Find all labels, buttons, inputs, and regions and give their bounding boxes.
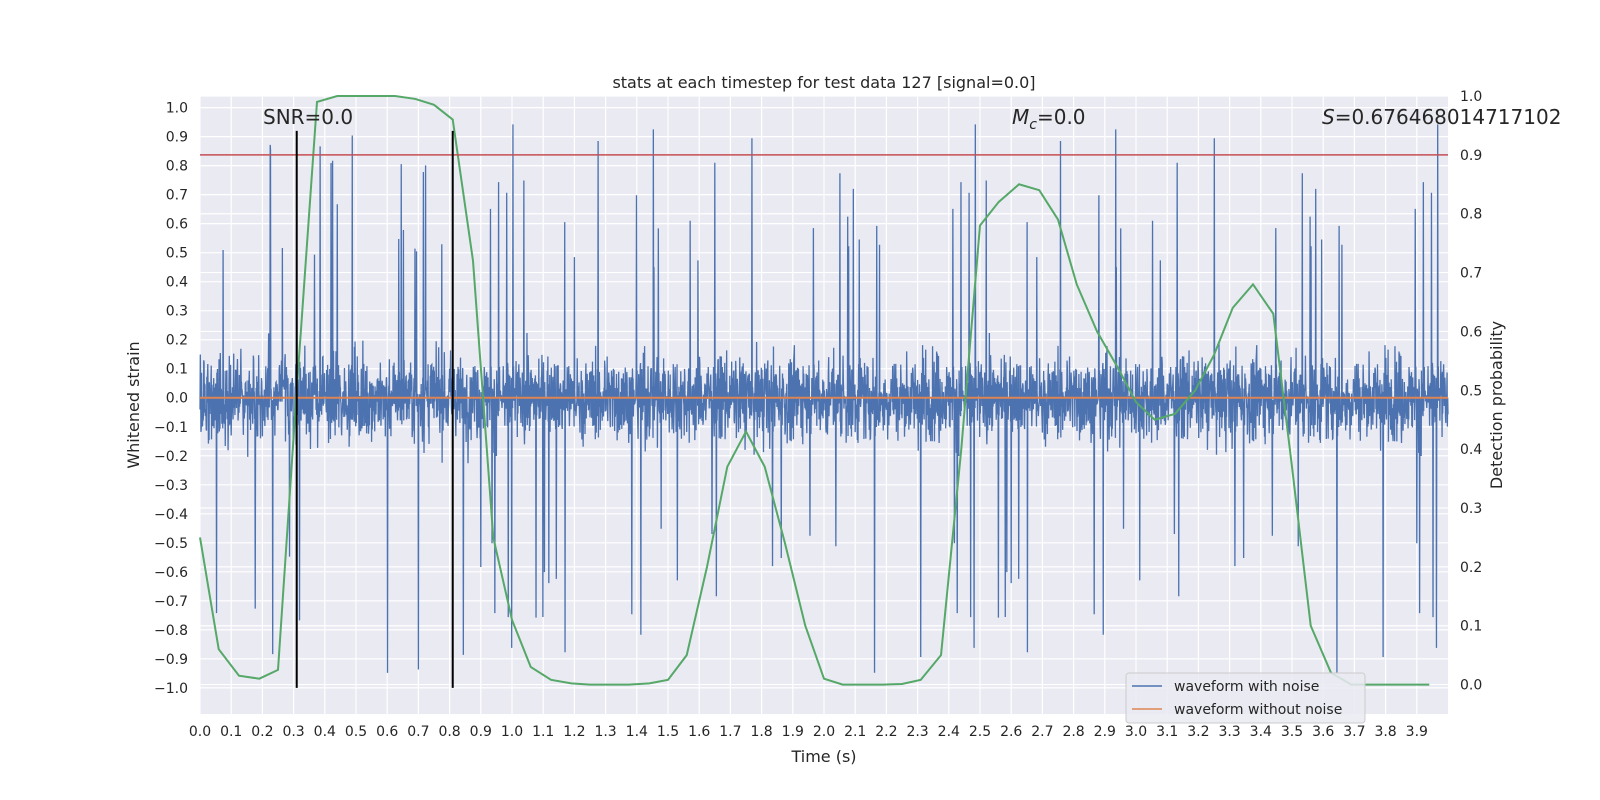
x-tick-label: 0.6 [376, 724, 398, 740]
y-tick-label: 0.4 [166, 275, 188, 291]
y-tick-label: −0.1 [154, 420, 188, 436]
y-tick-label: 0.0 [166, 391, 188, 407]
x-tick-label: 1.6 [688, 724, 710, 740]
x-tick-label: 2.3 [906, 724, 928, 740]
x-tick-label: 0.7 [407, 724, 429, 740]
y2-tick-label: 0.5 [1460, 383, 1482, 399]
y-tick-label: 0.7 [166, 188, 188, 204]
y-tick-label: −0.5 [154, 536, 188, 552]
x-tick-labels: 0.0 0.1 0.2 0.3 0.4 0.5 0.6 0.7 0.8 0.9 1.0 1.1 1.2 1… [189, 724, 1428, 740]
x-tick-label: 0.4 [314, 724, 336, 740]
x-tick-label: 2.2 [875, 724, 897, 740]
x-tick-label: 0.8 [438, 724, 460, 740]
y2-tick-label: 0.1 [1460, 619, 1482, 635]
y-tick-label: −0.2 [154, 449, 188, 465]
legend: waveform with noise waveform without noi… [1125, 672, 1366, 724]
x-tick-label: 3.5 [1281, 724, 1303, 740]
y-tick-label: 0.1 [166, 362, 188, 378]
y2-tick-label: 0.9 [1460, 148, 1482, 164]
y-tick-label: −0.3 [154, 478, 188, 494]
legend-box [1125, 672, 1366, 724]
x-tick-label: 1.2 [563, 724, 585, 740]
x-tick-label: 1.7 [719, 724, 741, 740]
x-tick-label: 1.4 [626, 724, 648, 740]
y-tick-labels: 1.0 0.9 0.8 0.7 0.6 0.5 0.4 0.3 0.2 0.1 0.0 −0.1 −0.… [154, 101, 188, 697]
x-tick-label: 1.0 [501, 724, 523, 740]
x-tick-label: 1.8 [750, 724, 772, 740]
x-tick-label: 3.3 [1218, 724, 1240, 740]
legend-label-clean: waveform without noise [1174, 702, 1342, 718]
y-tick-label: 0.6 [166, 217, 188, 233]
y-tick-label: 0.8 [166, 159, 188, 175]
series-detection-probability [199, 95, 1430, 686]
y-tick-label: 0.3 [166, 304, 188, 320]
x-tick-label: 2.5 [969, 724, 991, 740]
x-tick-label: 2.4 [938, 724, 960, 740]
x-tick-label: 3.6 [1312, 724, 1334, 740]
x-tick-label: 3.0 [1125, 724, 1147, 740]
y2-tick-label: 0.6 [1460, 324, 1482, 340]
legend-label-noise: waveform with noise [1174, 679, 1319, 695]
x-tick-label: 0.2 [251, 724, 273, 740]
y2-tick-label: 1.0 [1460, 89, 1482, 105]
y2-tick-label: 0.8 [1460, 207, 1482, 223]
y2-tick-label: 0.4 [1460, 442, 1482, 458]
y2-tick-label: 0.7 [1460, 266, 1482, 282]
x-tick-label: 0.3 [282, 724, 304, 740]
x-tick-label: 1.5 [657, 724, 679, 740]
x-tick-label: 3.7 [1343, 724, 1365, 740]
mc-subscript: c [1029, 117, 1037, 133]
x-tick-label: 1.3 [594, 724, 616, 740]
y-tick-label: 1.0 [166, 101, 188, 117]
x-tick-label: 1.1 [532, 724, 554, 740]
y-tick-label: 0.2 [166, 333, 188, 349]
chart-title: stats at each timestep for test data 127… [612, 73, 1035, 92]
series-layer [199, 95, 1449, 688]
y2-tick-label: 0.3 [1460, 501, 1482, 517]
x-tick-label: 0.1 [220, 724, 242, 740]
s-value: =0.676468014717102 [1335, 105, 1562, 129]
mc-symbol: M [1012, 105, 1029, 129]
s-annotation: S=0.676468014717102 [1322, 105, 1561, 129]
x-tick-label: 3.1 [1156, 724, 1178, 740]
y-tick-label: 0.5 [166, 246, 188, 262]
x-tick-label: 2.1 [844, 724, 866, 740]
x-tick-label: 2.9 [1094, 724, 1116, 740]
y-tick-label: −0.7 [154, 594, 188, 610]
x-tick-label: 3.2 [1187, 724, 1209, 740]
y-tick-label: −0.8 [154, 623, 188, 639]
x-tick-label: 0.9 [470, 724, 492, 740]
x-tick-label: 2.0 [813, 724, 835, 740]
y-tick-label: −0.6 [154, 565, 188, 581]
x-tick-label: 3.4 [1250, 724, 1272, 740]
x-tick-label: 3.9 [1406, 724, 1428, 740]
x-tick-label: 3.8 [1374, 724, 1396, 740]
y2-axis-label: Detection probability [1487, 321, 1506, 489]
x-tick-label: 0.0 [189, 724, 211, 740]
x-tick-label: 2.6 [1000, 724, 1022, 740]
y-axis-label: Whitened strain [124, 341, 143, 468]
snr-annotation: SNR=0.0 [263, 105, 353, 129]
y2-tick-labels: 1.0 0.9 0.8 0.7 0.6 0.5 0.4 0.3 0.2 0.1 0.0 [1460, 89, 1482, 694]
mc-annotation: Mc=0.0 [1012, 105, 1086, 133]
y-tick-label: −0.4 [154, 507, 188, 523]
x-tick-label: 2.7 [1031, 724, 1053, 740]
y-tick-label: −1.0 [154, 681, 188, 697]
series-waveform-with-noise [199, 124, 1449, 673]
s-symbol: S [1322, 105, 1335, 129]
x-tick-label: 2.8 [1062, 724, 1084, 740]
y-tick-label: 0.9 [166, 130, 188, 146]
mc-value: =0.0 [1037, 105, 1086, 129]
x-tick-label: 0.5 [345, 724, 367, 740]
y2-tick-label: 0.2 [1460, 560, 1482, 576]
y2-tick-label: 0.0 [1460, 678, 1482, 694]
x-tick-label: 1.9 [782, 724, 804, 740]
x-axis-label: Time (s) [790, 747, 856, 766]
y-tick-label: −0.9 [154, 652, 188, 668]
